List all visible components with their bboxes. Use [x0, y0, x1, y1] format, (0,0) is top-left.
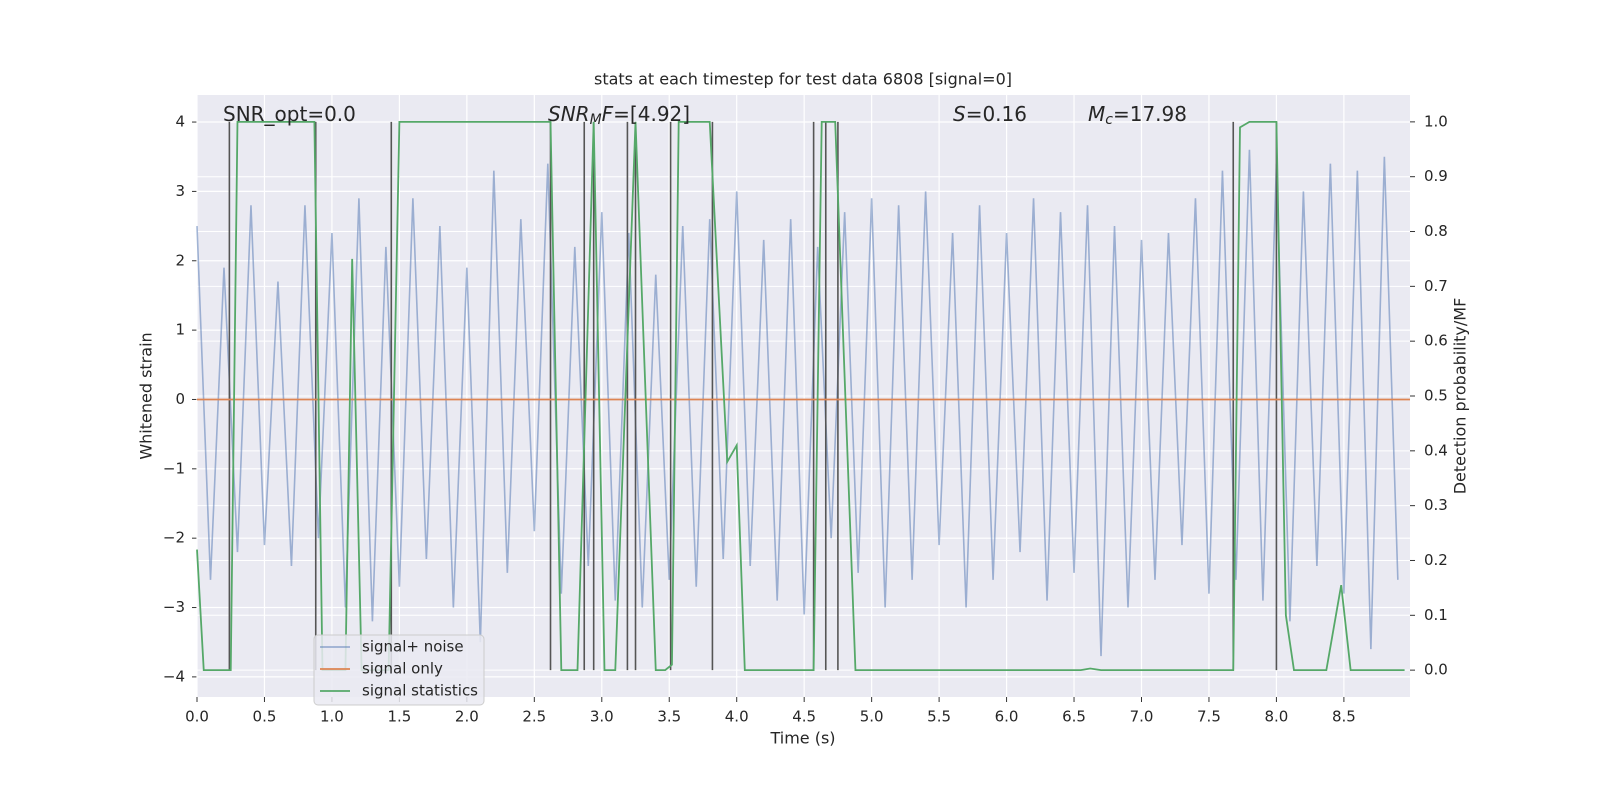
annotation-part: F	[602, 102, 614, 126]
x-tick-label: 6.5	[1062, 708, 1086, 726]
x-tick-label: 2.0	[455, 708, 479, 726]
y2-tick-label: 0.5	[1424, 387, 1448, 405]
y-tick-label: 2	[175, 251, 185, 269]
annotation-part: =0.16	[966, 102, 1027, 126]
x-tick-label: 2.5	[522, 708, 546, 726]
annotation-part: =17.98	[1113, 102, 1187, 126]
legend-label: signal+ noise	[362, 638, 464, 656]
x-tick-label: 7.5	[1197, 708, 1221, 726]
y2-tick-label: 0.2	[1424, 551, 1448, 569]
x-tick-label: 1.5	[387, 708, 411, 726]
x-tick-label: 0.0	[185, 708, 209, 726]
annotation: S=0.16	[953, 102, 1027, 126]
y-tick-label: 3	[175, 182, 185, 200]
y-tick-label: 1	[175, 321, 185, 339]
annotation-part: S	[953, 102, 966, 126]
legend-label: signal statistics	[362, 682, 478, 700]
x-tick-label: 4.5	[792, 708, 816, 726]
annotation: Mc=17.98	[1088, 102, 1187, 129]
y-axis-label: Whitened strain	[137, 332, 156, 459]
y2-tick-label: 0.4	[1424, 441, 1448, 459]
legend-label: signal only	[362, 660, 443, 678]
y2-tick-label: 0.0	[1424, 661, 1448, 679]
x-tick-label: 7.0	[1130, 708, 1154, 726]
y-tick-label: 0	[175, 390, 185, 408]
y-tick-label: −4	[163, 667, 185, 685]
y2-tick-label: 0.9	[1424, 167, 1448, 185]
x-tick-label: 1.0	[320, 708, 344, 726]
annotation-part: =[4.92]	[613, 102, 690, 126]
series-line	[196, 149, 1399, 657]
annotation-part: M	[590, 112, 602, 128]
annotation-part: M	[1088, 102, 1105, 126]
y-tick-label: −3	[163, 598, 185, 616]
annotation-part: SNR_opt=0.0	[223, 102, 356, 126]
y2-tick-label: 0.8	[1424, 222, 1448, 240]
y-tick-label: −1	[163, 459, 185, 477]
x-tick-label: 5.5	[927, 708, 951, 726]
x-tick-label: 8.5	[1332, 708, 1356, 726]
y2-tick-label: 0.3	[1424, 496, 1448, 514]
x-axis-label: Time (s)	[769, 729, 835, 748]
x-tick-label: 6.0	[995, 708, 1019, 726]
annotation-part: SNR	[548, 102, 590, 126]
x-tick-label: 8.0	[1264, 708, 1288, 726]
x-tick-label: 4.0	[725, 708, 749, 726]
chart-title: stats at each timestep for test data 680…	[594, 70, 1012, 89]
y2-tick-label: 0.6	[1424, 332, 1448, 350]
annotation: SNR_opt=0.0	[223, 102, 356, 126]
annotation-part: c	[1105, 112, 1113, 128]
y-tick-label: −2	[163, 529, 185, 547]
x-tick-label: 3.5	[657, 708, 681, 726]
annotation: SNRMF=[4.92]	[548, 102, 690, 129]
x-tick-label: 0.5	[253, 708, 277, 726]
x-tick-label: 5.0	[860, 708, 884, 726]
y-tick-label: 4	[175, 113, 185, 131]
y2-tick-label: 0.1	[1424, 606, 1448, 624]
legend-box	[313, 634, 485, 706]
y2-tick-label: 1.0	[1424, 112, 1448, 130]
y2-tick-label: 0.7	[1424, 277, 1448, 295]
x-tick-label: 3.0	[590, 708, 614, 726]
series-line	[196, 120, 1405, 672]
y2-axis-label: Detection probability/MF	[1451, 298, 1470, 495]
